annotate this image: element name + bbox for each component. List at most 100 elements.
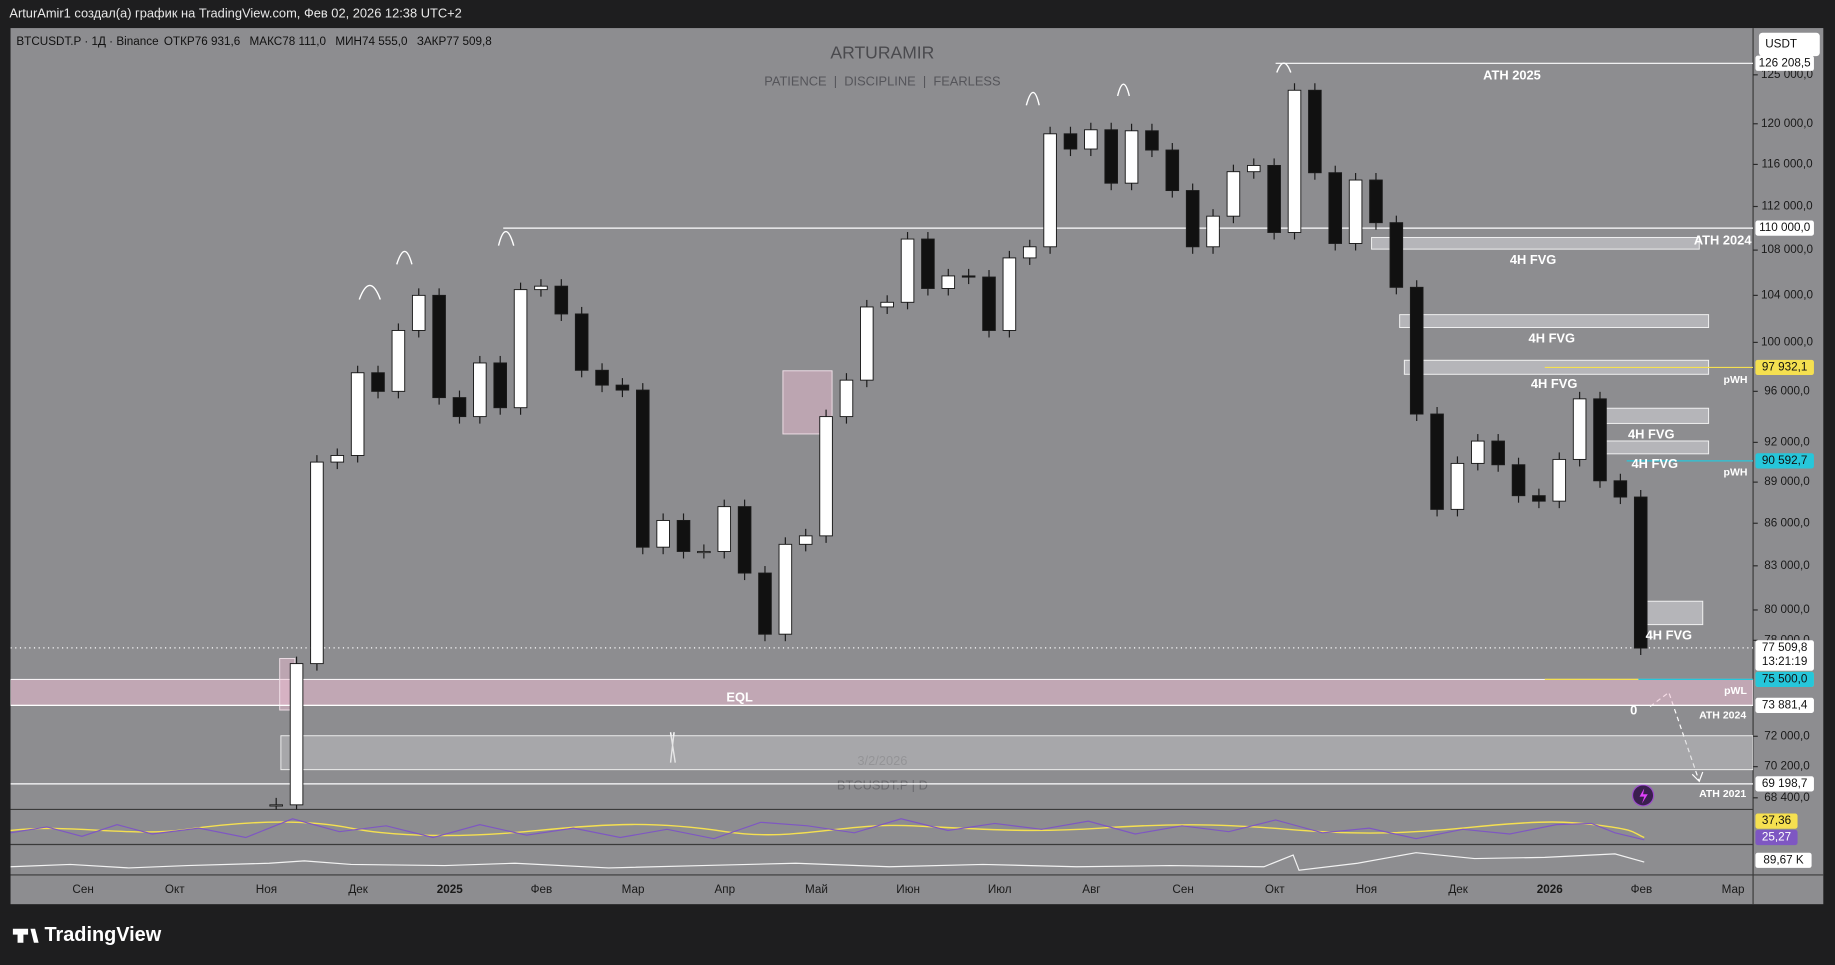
candle	[411, 294, 426, 331]
chart-area	[10, 28, 1754, 905]
x-tick-label: Июн	[896, 883, 920, 896]
candle	[961, 275, 976, 278]
y-tick-label: 83 000,0	[1764, 559, 1810, 572]
candle	[1145, 130, 1159, 151]
candle	[595, 369, 609, 386]
field-value: 74 555,0	[362, 35, 408, 48]
x-tick-label: Дек	[348, 883, 368, 896]
candle	[1450, 462, 1465, 510]
candle	[1226, 171, 1241, 217]
annotation: 0	[1630, 703, 1637, 718]
price-marker-label: 69 198,7	[1762, 777, 1808, 790]
annotation: pWH	[1724, 466, 1748, 478]
candle	[1532, 495, 1546, 502]
annotation: ATH 2021	[1699, 788, 1746, 800]
x-tick-label: Фев	[1631, 883, 1653, 896]
y-tick-label: 89 000,0	[1764, 475, 1810, 488]
highlight-box	[782, 370, 833, 435]
candle	[1572, 398, 1587, 460]
price-marker	[1755, 359, 1814, 376]
candle	[330, 455, 345, 463]
candle	[452, 397, 467, 418]
candle	[1409, 286, 1424, 415]
projection-arrowhead	[1691, 771, 1704, 783]
currency-label[interactable]: USDT	[1765, 38, 1797, 51]
candle	[432, 294, 446, 399]
x-tick-label: Сен	[72, 883, 93, 896]
candle	[1511, 464, 1526, 497]
candle	[1613, 480, 1628, 498]
volume-line	[10, 852, 1645, 871]
x-tick-label: Окт	[165, 883, 185, 896]
price-marker-label: 75 500,0	[1762, 672, 1808, 685]
cross-mark	[669, 732, 676, 763]
rsi-marker	[1755, 813, 1798, 829]
price-marker	[1755, 776, 1814, 792]
projection-arrow	[1649, 691, 1700, 782]
candle	[758, 572, 772, 635]
candle	[574, 313, 589, 371]
field-value: 78 111,0	[282, 35, 326, 48]
candle	[350, 372, 365, 456]
candle	[900, 238, 915, 303]
fvg-box	[1399, 314, 1710, 328]
candle	[1552, 458, 1567, 502]
annotation: ATH 2024	[1699, 710, 1746, 722]
candle	[1633, 496, 1648, 649]
candle	[1308, 89, 1322, 174]
y-tick-label: 116 000,0	[1761, 158, 1813, 171]
rsi-line	[10, 818, 1645, 841]
field-value: 77 509,8	[446, 35, 492, 48]
candle	[269, 804, 283, 807]
field-value: 76 931,6	[195, 35, 241, 48]
watermark-title: ARTURAMIR	[830, 42, 934, 62]
candle	[798, 535, 813, 545]
field-key: МИН	[335, 35, 362, 48]
field-key: ОТКР	[164, 35, 195, 48]
y-tick-label: 108 000,0	[1761, 243, 1814, 256]
candle	[635, 389, 650, 548]
annotation: ATH 2025	[1483, 67, 1541, 82]
x-tick-label: Апр	[714, 883, 735, 896]
annotation: pWL	[1724, 685, 1747, 697]
candle	[1267, 164, 1281, 233]
currency-button[interactable]	[1758, 32, 1820, 57]
y-tick-label: 86 000,0	[1764, 516, 1810, 529]
candle	[1022, 246, 1037, 259]
candle	[1348, 179, 1363, 244]
y-tick-label: 120 000,0	[1761, 117, 1814, 130]
candle	[1084, 129, 1098, 150]
price-marker-label: 90 592,7	[1762, 454, 1808, 467]
x-tick-label: Окт	[1265, 883, 1285, 896]
candle	[1124, 130, 1139, 184]
rsi-label: 25,27	[1762, 831, 1791, 844]
annotation: 4H FVG	[1531, 376, 1577, 391]
candle	[289, 663, 304, 806]
candle	[310, 461, 324, 665]
liquidity-zone	[10, 678, 1754, 706]
fvg-box	[1371, 236, 1700, 250]
fvg-box	[1637, 600, 1704, 626]
y-tick-label: 70 200,0	[1764, 760, 1810, 773]
y-tick-label: 96 000,0	[1764, 384, 1810, 397]
candle	[554, 285, 569, 315]
price-marker-label: 110 000,0	[1759, 221, 1811, 234]
x-tick-label: Фев	[531, 883, 553, 896]
rsi-marker	[1755, 829, 1798, 846]
alert-icon-glyph[interactable]	[1639, 788, 1648, 804]
price-marker	[1755, 697, 1814, 713]
candle	[819, 416, 833, 537]
candle	[1369, 179, 1383, 224]
x-tick-label: Мар	[1722, 883, 1745, 896]
annotation: 4H FVG	[1510, 252, 1556, 267]
x-tick-label: Авг	[1082, 883, 1100, 896]
y-tick-label: 72 000,0	[1764, 729, 1810, 742]
price-marker-label: 73 881,4	[1762, 698, 1808, 711]
y-tick-label: 104 000,0	[1761, 288, 1814, 301]
watermark-date: 3/2/2026	[857, 753, 907, 768]
candle	[656, 519, 670, 548]
candle	[1328, 172, 1343, 244]
price-marker-label: 126 208,5	[1759, 56, 1812, 69]
x-tick-label: 2025	[437, 883, 464, 896]
